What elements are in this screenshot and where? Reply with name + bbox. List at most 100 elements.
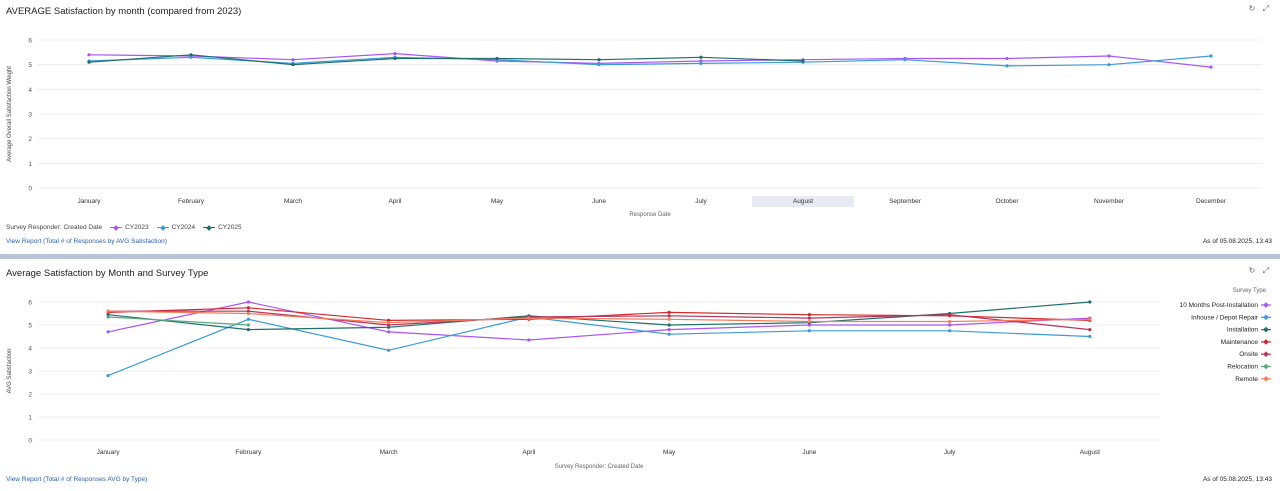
series-line-cy2025 <box>88 54 804 66</box>
legend-marker-icon <box>1263 363 1269 370</box>
x-tick-label: April <box>522 449 536 456</box>
data-point-onsite <box>1088 328 1092 332</box>
data-point-cy2024 <box>1107 63 1111 67</box>
legend-item-cy2025[interactable]: CY2025 <box>203 224 242 231</box>
data-point-cy2025 <box>699 55 703 59</box>
refresh-icon[interactable]: ↻ <box>1248 266 1256 275</box>
x-tick-label: March <box>380 449 398 456</box>
y-tick-label: 6 <box>28 300 32 307</box>
data-point-cy2025 <box>393 56 397 61</box>
data-point-installation <box>246 328 250 332</box>
x-tick-label: February <box>178 198 205 205</box>
data-point-remote <box>387 321 391 325</box>
data-point-installation <box>667 323 671 327</box>
y-tick-label: 4 <box>28 87 32 94</box>
view-report-link[interactable]: View Report (Total # of Responses by AVG… <box>6 238 167 245</box>
data-point-cy2024 <box>597 63 601 67</box>
x-tick-label: August <box>793 198 813 205</box>
data-point-inhouse-depot-repair <box>387 348 391 352</box>
expand-icon[interactable]: ⤢ <box>1262 4 1270 13</box>
data-point-onsite <box>667 314 671 318</box>
data-point-remote <box>106 309 110 313</box>
data-point-cy2025 <box>495 56 499 61</box>
data-point-installation <box>106 313 110 317</box>
legend-label-onsite: Onsite <box>1239 351 1258 358</box>
legend-marker-icon <box>1263 302 1269 308</box>
x-axis-title: Survey Responder: Created Date <box>555 464 644 470</box>
x-tick-label: February <box>235 449 262 456</box>
data-point-cy2025 <box>801 59 805 63</box>
panel-toolbar: ↻ ⤢ <box>1248 5 1270 13</box>
y-tick-label: 2 <box>28 392 32 399</box>
y-tick-label: 0 <box>28 438 32 445</box>
y-tick-label: 5 <box>28 62 32 69</box>
legend-marker-icon <box>1263 314 1269 321</box>
data-point-cy2023 <box>1107 54 1111 58</box>
data-point-remote <box>527 316 531 320</box>
data-point-relocation <box>106 315 110 319</box>
data-point-onsite <box>387 323 391 327</box>
refresh-icon[interactable]: ↻ <box>1248 4 1256 13</box>
data-point-cy2025 <box>291 63 295 67</box>
legend-label-installation: Installation <box>1227 327 1258 334</box>
data-point-cy2025 <box>189 53 193 57</box>
data-point-inhouse-depot-repair <box>948 329 952 333</box>
panel-divider <box>0 254 1280 259</box>
y-tick-label: 2 <box>28 136 32 143</box>
x-tick-label: December <box>1196 198 1227 205</box>
line-chart-monthly-comparison: 0 1 2 3 4 5 6 January February March April May June J… <box>7 38 1262 218</box>
legend-item-cy2024[interactable]: CY2024 <box>156 224 195 231</box>
view-report-link[interactable]: View Report (Total # of Responses AVG by… <box>6 476 148 483</box>
x-tick-label: June <box>592 198 606 205</box>
data-point-onsite <box>948 313 952 317</box>
x-tick-label: September <box>889 198 922 205</box>
x-tick-label: April <box>388 198 402 205</box>
data-point-inhouse-depot-repair <box>1088 334 1092 339</box>
series-line-onsite <box>108 310 1090 331</box>
data-point-inhouse-depot-repair <box>667 332 671 336</box>
data-point-cy2025 <box>87 60 91 64</box>
legend-label-relocation: Relocation <box>1227 364 1258 371</box>
legend-marker-icon <box>203 225 216 231</box>
data-point-cy2023 <box>1209 65 1213 69</box>
y-tick-label: 5 <box>28 323 32 330</box>
legend-label-maintenance: Maintenance <box>1221 339 1259 346</box>
x-tick-label: August <box>1080 449 1100 456</box>
data-point-installation <box>1088 300 1092 304</box>
series-line-10-months-post-installation <box>107 301 1090 341</box>
series-line-inhouse-depot-repair <box>107 316 1090 377</box>
data-point-10-months-post-installation <box>948 323 952 327</box>
legend-marker-icon <box>1263 351 1269 358</box>
legend-item-cy2023[interactable]: CY2023 <box>110 224 149 231</box>
data-point-10-months-post-installation <box>246 300 250 304</box>
chart-legend: Survey Responder: Created Date CY2023 CY… <box>6 224 242 231</box>
expand-icon[interactable]: ⤢ <box>1262 266 1270 275</box>
legend-title: Survey Responder: Created Date <box>6 224 103 231</box>
legend-label-remote: Remote <box>1235 376 1258 383</box>
legend-marker-icon <box>1263 339 1269 345</box>
series-line-remote <box>108 310 1090 324</box>
data-point-inhouse-depot-repair <box>246 317 250 321</box>
data-point-inhouse-depot-repair <box>106 374 110 378</box>
y-tick-label: 3 <box>28 369 32 376</box>
x-axis-title: Response Date <box>629 212 671 218</box>
x-tick-label: October <box>995 198 1019 205</box>
data-point-cy2023 <box>699 59 703 63</box>
data-point-installation <box>387 325 391 329</box>
data-point-cy2023 <box>291 58 295 62</box>
legend-marker-icon <box>110 225 123 231</box>
data-point-10-months-post-installation <box>527 338 531 342</box>
data-point-cy2023 <box>393 51 397 56</box>
data-point-remote <box>1088 317 1092 321</box>
x-tick-label: July <box>944 449 956 456</box>
y-tick-label: 0 <box>28 186 32 193</box>
y-tick-label: 4 <box>28 346 32 353</box>
data-point-remote <box>807 319 811 324</box>
data-point-maintenance <box>246 306 250 310</box>
x-tick-label: July <box>695 198 707 205</box>
data-point-cy2024 <box>699 61 703 66</box>
legend-label-inhouse-depot-repair: Inhouse / Depot Repair <box>1191 314 1259 321</box>
x-tick-label: March <box>284 198 302 205</box>
legend-marker-icon <box>156 225 169 231</box>
panel-title: Average Satisfaction by Month and Survey… <box>6 268 209 279</box>
